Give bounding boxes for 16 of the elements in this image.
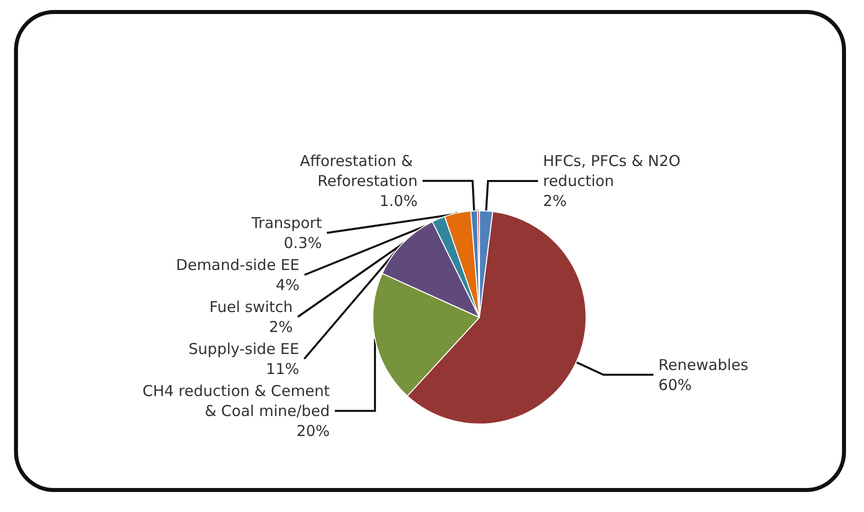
data-label: 2% — [542, 192, 567, 210]
slice-label: Supply-side EE — [188, 340, 300, 358]
slice-label: Transport — [250, 214, 322, 232]
slice-label: HFCs, PFCs & N2O reduction — [542, 152, 686, 190]
slice-label: Demand-side EE — [176, 256, 300, 274]
data-label: 1.0% — [379, 192, 418, 210]
data-label: 11% — [266, 360, 300, 378]
data-label: 60% — [658, 376, 692, 394]
data-label: 4% — [276, 276, 300, 294]
data-label: 2% — [268, 318, 293, 336]
slice-label: Fuel switch — [209, 298, 293, 316]
data-label: 20% — [296, 422, 330, 440]
data-label: 0.3% — [284, 234, 322, 252]
slice-label: Afforestation & Reforestation — [300, 152, 418, 190]
slice-label: Renewables — [658, 356, 749, 374]
slice-label: CH4 reduction & Cement & Coal mine/bed — [142, 382, 330, 420]
